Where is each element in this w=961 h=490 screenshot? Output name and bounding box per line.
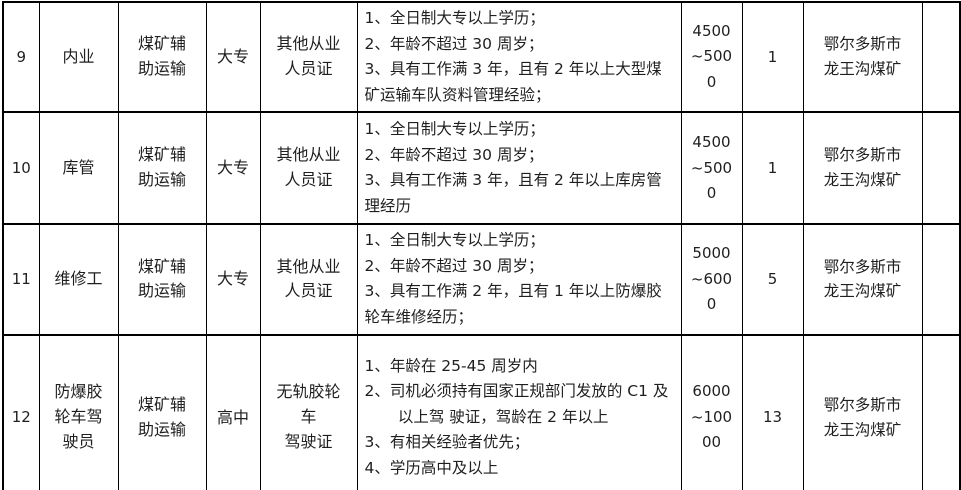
headcount-cell: 5 bbox=[741, 223, 804, 336]
department-cell: 煤矿辅 助运输 bbox=[117, 0, 207, 114]
requirement-item: 3、具有工作满 2 年，且有 1 年以上防爆胶轮车维修经历； bbox=[364, 282, 662, 326]
department-line: 煤矿辅 bbox=[137, 394, 186, 414]
table-row: 11 维修工 煤矿辅 助运输 大专 其他从业 人员证 1、全日制大专以上学历； … bbox=[2, 223, 961, 336]
certificate-line: 驾驶证 bbox=[284, 431, 333, 451]
requirement-item: 1、年龄在 25-45 周岁内 bbox=[364, 356, 538, 375]
salary-cell: 6000~10000 bbox=[680, 333, 743, 490]
location-cell: 鄂尔多斯市 龙王沟煤矿 bbox=[802, 111, 923, 226]
certificate-cell: 其他从业 人员证 bbox=[259, 0, 358, 114]
empty-cell bbox=[921, 0, 961, 114]
certificate-cell: 其他从业 人员证 bbox=[259, 223, 358, 336]
department-line: 煤矿辅 bbox=[137, 145, 186, 165]
job-title-cell: 维修工 bbox=[38, 223, 119, 336]
department-line: 助运输 bbox=[137, 281, 186, 301]
location-cell: 鄂尔多斯市 龙王沟煤矿 bbox=[802, 223, 923, 336]
location-line: 龙王沟煤矿 bbox=[823, 282, 902, 301]
location-line: 鄂尔多斯市 bbox=[823, 35, 902, 54]
location-line: 龙王沟煤矿 bbox=[823, 171, 902, 190]
headcount-cell: 1 bbox=[741, 111, 804, 226]
requirements-cell: 1、全日制大专以上学历； 2、年龄不超过 30 周岁； 3、具有工作满 3 年，… bbox=[356, 111, 682, 226]
requirement-item: 1、全日制大专以上学历； bbox=[364, 231, 545, 250]
location-line: 鄂尔多斯市 bbox=[823, 395, 902, 414]
location-line: 龙王沟煤矿 bbox=[823, 420, 902, 439]
requirement-item: 1、全日制大专以上学历； bbox=[364, 9, 545, 27]
location-line: 龙王沟煤矿 bbox=[823, 60, 902, 79]
requirement-item: 3、具有工作满 3 年，且有 2 年以上大型煤矿运输车队资料管理经验； bbox=[364, 60, 662, 104]
requirement-item: 2、年龄不超过 30 周岁； bbox=[364, 34, 544, 53]
department-cell: 煤矿辅 助运输 bbox=[117, 333, 207, 490]
department-line: 助运输 bbox=[137, 59, 186, 79]
salary-range: 4500~5000 bbox=[690, 133, 733, 202]
department-line: 助运输 bbox=[137, 419, 186, 439]
certificate-line: 人员证 bbox=[284, 170, 333, 190]
row-number-cell: 12 bbox=[2, 333, 40, 490]
headcount-cell: 13 bbox=[741, 333, 804, 490]
job-title: 内业 bbox=[62, 46, 95, 66]
salary-range: 6000~10000 bbox=[690, 382, 733, 452]
requirements-cell: 1、年龄在 25-45 周岁内 2、司机必须持有国家正规部门发放的 C1 及以上… bbox=[356, 333, 682, 490]
row-number-cell: 10 bbox=[2, 111, 40, 226]
salary-cell: 4500~5000 bbox=[680, 111, 743, 226]
empty-cell bbox=[921, 223, 961, 336]
certificate-cell: 其他从业 人员证 bbox=[259, 111, 358, 226]
requirement-item: 3、有相关经验者优先； bbox=[364, 433, 530, 452]
department-cell: 煤矿辅 助运输 bbox=[117, 223, 207, 336]
table-row: 9 内业 煤矿辅 助运输 大专 其他从业 人员证 1、全日制大专以上学历； 2、… bbox=[2, 0, 961, 114]
education-cell: 高中 bbox=[205, 333, 261, 490]
department-line: 煤矿辅 bbox=[137, 34, 186, 54]
education-cell: 大专 bbox=[205, 0, 261, 114]
job-title-line: 轮车驾 bbox=[54, 407, 103, 427]
certificate-line: 车 bbox=[300, 407, 317, 427]
requirements-cell: 1、全日制大专以上学历； 2、年龄不超过 30 周岁； 3、具有工作满 2 年，… bbox=[356, 223, 682, 336]
empty-cell bbox=[921, 111, 961, 226]
department-line: 煤矿辅 bbox=[137, 256, 186, 276]
requirement-item: 2、年龄不超过 30 周岁； bbox=[364, 145, 544, 164]
certificate-line: 无轨胶轮 bbox=[276, 382, 341, 402]
certificate-line: 其他从业 bbox=[276, 34, 341, 54]
certificate-line: 其他从业 bbox=[276, 256, 341, 276]
location-line: 鄂尔多斯市 bbox=[823, 257, 902, 276]
education-cell: 大专 bbox=[205, 223, 261, 336]
requirement-item: 2、司机必须持有国家正规部门发放的 C1 及以上驾 驶证，驾龄在 2 年以上 bbox=[364, 382, 669, 426]
salary-cell: 5000~6000 bbox=[680, 223, 743, 336]
row-number-cell: 11 bbox=[2, 223, 40, 336]
job-title-line: 驶员 bbox=[62, 431, 95, 451]
table-row: 12 防爆胶 轮车驾 驶员 煤矿辅 助运输 高中 无轨胶轮 车 驾驶证 1、年龄… bbox=[2, 333, 961, 490]
location-line: 鄂尔多斯市 bbox=[823, 146, 902, 165]
department-line: 助运输 bbox=[137, 170, 186, 190]
job-title-line: 防爆胶 bbox=[54, 382, 103, 402]
job-title: 维修工 bbox=[54, 268, 103, 288]
job-title-cell: 防爆胶 轮车驾 驶员 bbox=[38, 333, 119, 490]
salary-range: 5000~6000 bbox=[690, 244, 733, 314]
requirement-item: 4、学历高中及以上 bbox=[364, 458, 499, 477]
salary-range: 4500~5000 bbox=[690, 21, 733, 91]
location-cell: 鄂尔多斯市 龙王沟煤矿 bbox=[802, 0, 923, 114]
headcount-cell: 1 bbox=[741, 0, 804, 114]
requirement-item: 2、年龄不超过 30 周岁； bbox=[364, 256, 544, 275]
row-number-cell: 9 bbox=[2, 0, 40, 114]
job-title: 库管 bbox=[62, 157, 95, 177]
requirements-cell: 1、全日制大专以上学历； 2、年龄不超过 30 周岁； 3、具有工作满 3 年，… bbox=[356, 0, 682, 114]
requirement-item: 3、具有工作满 3 年，且有 2 年以上库房管理经历 bbox=[364, 171, 662, 215]
job-title-cell: 内业 bbox=[38, 0, 119, 114]
empty-cell bbox=[921, 333, 961, 490]
location-cell: 鄂尔多斯市 龙王沟煤矿 bbox=[802, 333, 923, 490]
certificate-cell: 无轨胶轮 车 驾驶证 bbox=[259, 333, 358, 490]
certificate-line: 人员证 bbox=[284, 281, 333, 301]
requirement-item: 1、全日制大专以上学历； bbox=[364, 120, 545, 139]
department-cell: 煤矿辅 助运输 bbox=[117, 111, 207, 226]
certificate-line: 人员证 bbox=[284, 59, 333, 79]
salary-cell: 4500~5000 bbox=[680, 0, 743, 114]
education-cell: 大专 bbox=[205, 111, 261, 226]
table-row: 10 库管 煤矿辅 助运输 大专 其他从业 人员证 1、全日制大专以上学历； 2… bbox=[2, 111, 961, 226]
job-title-cell: 库管 bbox=[38, 111, 119, 226]
certificate-line: 其他从业 bbox=[276, 145, 341, 165]
